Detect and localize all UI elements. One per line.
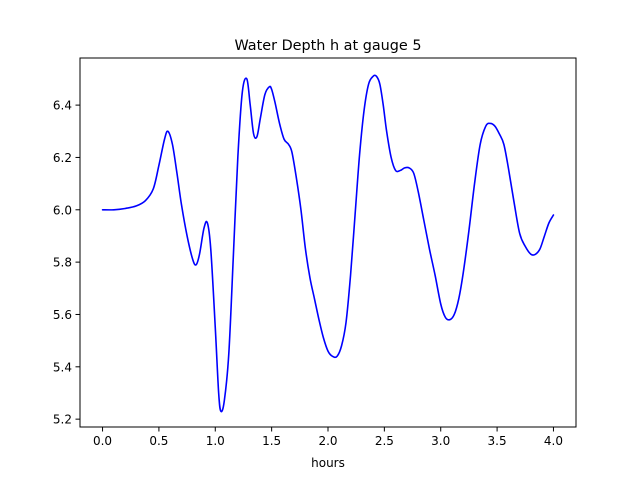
y-tick-label: 6.2 bbox=[53, 151, 72, 165]
y-tick-label: 5.6 bbox=[53, 308, 72, 322]
y-axis: 5.2 5.4 5.6 5.8 6.0 6.2 6.4 bbox=[53, 99, 80, 427]
x-tick-label: 3.5 bbox=[488, 434, 507, 448]
x-tick-label: 4.0 bbox=[544, 434, 563, 448]
x-tick-label: 1.5 bbox=[262, 434, 281, 448]
x-axis: 0.0 0.5 1.0 1.5 2.0 2.5 3.0 3.5 4.0 bbox=[93, 427, 563, 448]
y-tick-label: 6.0 bbox=[53, 203, 72, 217]
chart-title: Water Depth h at gauge 5 bbox=[234, 38, 421, 54]
plot-area bbox=[101, 74, 555, 413]
x-tick-label: 3.0 bbox=[431, 434, 450, 448]
series-line bbox=[101, 74, 555, 413]
x-tick-label: 1.0 bbox=[206, 434, 225, 448]
x-tick-label: 2.0 bbox=[318, 434, 337, 448]
y-tick-label: 5.4 bbox=[53, 360, 72, 374]
x-axis-label: hours bbox=[311, 456, 345, 470]
x-tick-label: 0.0 bbox=[93, 434, 112, 448]
x-tick-label: 2.5 bbox=[375, 434, 394, 448]
y-tick-label: 5.8 bbox=[53, 256, 72, 270]
x-tick-label: 0.5 bbox=[149, 434, 168, 448]
y-tick-label: 5.2 bbox=[53, 413, 72, 427]
y-tick-label: 6.4 bbox=[53, 99, 72, 113]
